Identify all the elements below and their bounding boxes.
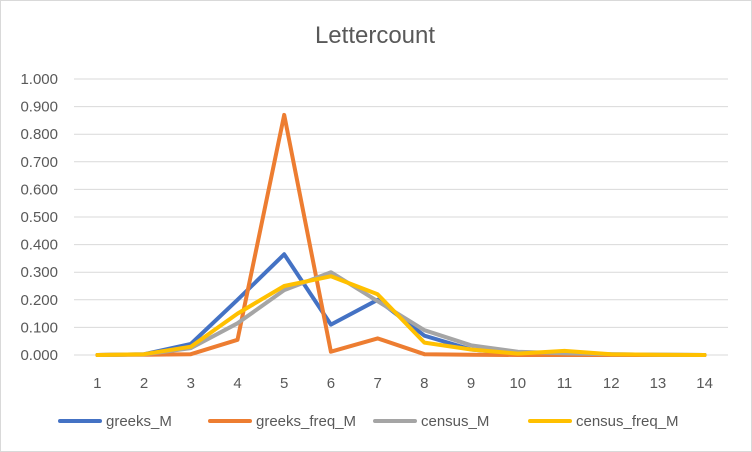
legend-label: census_M — [421, 413, 489, 430]
x-tick-label: 6 — [327, 375, 335, 392]
gridlines — [74, 78, 728, 356]
y-tick-label: 0.600 — [20, 181, 58, 198]
y-tick-label: 0.800 — [20, 126, 58, 143]
x-tick-label: 5 — [280, 375, 288, 392]
x-tick-label: 2 — [140, 375, 148, 392]
legend-label: greeks_M — [106, 413, 172, 430]
x-tick-label: 8 — [420, 375, 428, 392]
x-tick-label: 7 — [373, 375, 381, 392]
x-tick-label: 14 — [696, 375, 713, 392]
y-tick-label: 0.000 — [20, 347, 58, 364]
y-tick-label: 0.100 — [20, 319, 58, 336]
legend-label: census_freq_M — [576, 413, 679, 430]
x-tick-label: 11 — [557, 375, 573, 392]
legend: greeks_M greeks_freq_M census_M census_freq… — [58, 413, 679, 430]
y-axis-tick-labels: 0.000 0.100 0.200 0.300 0.400 0.500 0.600 0.700… — [20, 71, 58, 364]
y-tick-label: 0.700 — [20, 154, 58, 171]
x-tick-label: 9 — [467, 375, 475, 392]
y-tick-label: 0.900 — [20, 99, 58, 116]
x-tick-label: 12 — [603, 375, 620, 392]
x-tick-label: 3 — [187, 375, 195, 392]
x-tick-label: 13 — [650, 375, 667, 392]
x-tick-label: 4 — [233, 375, 241, 392]
series-lines — [95, 112, 707, 357]
y-tick-label: 0.200 — [20, 292, 58, 309]
y-tick-label: 0.400 — [20, 237, 58, 254]
series-line-greeks-M — [95, 252, 707, 357]
legend-label: greeks_freq_M — [256, 413, 356, 430]
x-axis-tick-labels: 1 2 3 4 5 6 7 8 9 10 11 12 13 14 — [93, 375, 713, 392]
y-tick-label: 1.000 — [20, 71, 58, 88]
x-tick-label: 10 — [509, 375, 526, 392]
x-tick-label: 1 — [93, 375, 101, 392]
y-tick-label: 0.300 — [20, 264, 58, 281]
series-line-census-freq-M — [95, 274, 707, 357]
y-tick-label: 0.500 — [20, 209, 58, 226]
chart-title: Lettercount — [314, 22, 436, 49]
